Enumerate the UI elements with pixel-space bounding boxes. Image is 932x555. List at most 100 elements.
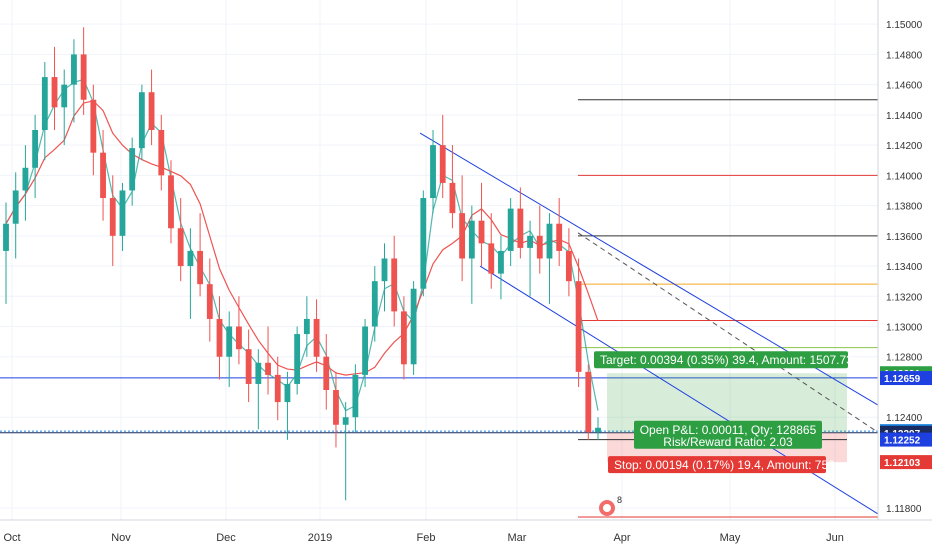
- price-tick-label: 1.13400: [886, 262, 923, 273]
- target-label-box: [594, 351, 848, 369]
- horizontal-levels: [0, 99, 878, 518]
- candle-body: [216, 318, 223, 357]
- candle-body: [119, 190, 126, 236]
- candle-body: [430, 145, 436, 199]
- candle-body: [420, 198, 427, 289]
- candle-body: [22, 167, 29, 191]
- candle-body: [236, 326, 242, 350]
- price-tick-label: 1.15000: [886, 20, 923, 31]
- candle-body: [41, 77, 48, 130]
- candle-body: [12, 190, 19, 224]
- candle-body: [371, 281, 378, 327]
- candle-body: [498, 250, 504, 274]
- candle-body: [71, 54, 77, 85]
- candle-body: [459, 213, 466, 259]
- candle-body: [439, 145, 446, 183]
- candle-body: [284, 383, 291, 403]
- candle-body: [255, 362, 262, 384]
- candle-body: [546, 223, 553, 259]
- candles: [3, 27, 601, 501]
- target-label: Target: 0.00394 (0.35%) 39.4, Amount: 15…: [600, 353, 853, 367]
- candle-body: [80, 54, 87, 100]
- trade-labels: Target: 0.00394 (0.35%) 39.4, Amount: 15…: [594, 351, 853, 516]
- time-tick-label: May: [720, 532, 741, 544]
- price-tick-label: 1.14800: [886, 50, 923, 61]
- candle-body: [245, 349, 252, 384]
- candle-body: [177, 228, 184, 267]
- stop-label-box: [608, 456, 826, 474]
- projection-dashed-line: [577, 232, 879, 433]
- time-tick-label: Feb: [417, 532, 436, 544]
- candle-body: [468, 220, 475, 259]
- candle-body: [129, 148, 136, 191]
- candle-body: [109, 198, 116, 236]
- candle-body: [168, 175, 174, 229]
- candle-body: [51, 77, 58, 108]
- time-tick-label: Oct: [3, 532, 20, 544]
- pnl-label: Open P&L: 0.00011, Qty: 128865: [640, 423, 817, 437]
- price-tag-label: 1.12103: [884, 458, 921, 469]
- time-tick-label: Dec: [216, 532, 236, 544]
- pnl-label-box: [634, 420, 822, 449]
- candle-body: [138, 92, 145, 149]
- candle-body: [274, 374, 281, 403]
- candle-body: [206, 284, 213, 319]
- time-tick-label: 2019: [308, 532, 332, 544]
- candle-body: [488, 243, 495, 274]
- price-tick-label: 1.13200: [886, 292, 923, 303]
- price-tick-label: 1.13800: [886, 202, 923, 213]
- candle-body: [3, 223, 9, 251]
- price-tick-label: 1.13000: [886, 323, 923, 334]
- candle-body: [148, 92, 155, 130]
- time-tick-label: Apr: [613, 532, 630, 544]
- price-tick-label: 1.14000: [886, 171, 923, 182]
- candle-body: [265, 362, 271, 375]
- candle-body: [333, 390, 339, 425]
- candle-body: [381, 258, 388, 282]
- time-tick-label: Nov: [111, 532, 131, 544]
- candle-body: [61, 84, 68, 108]
- grid: [0, 0, 878, 520]
- time-axis-panel: [0, 520, 932, 550]
- event-marker-label: 8: [617, 495, 622, 505]
- risk-reward-label: Risk/Reward Ratio: 2.03: [663, 435, 793, 449]
- candle-body: [556, 223, 563, 251]
- slow-moving-average-line: [5, 100, 599, 376]
- candle-body: [352, 374, 359, 418]
- candle-body: [410, 288, 417, 365]
- candle-body: [391, 258, 398, 312]
- candle-body: [507, 208, 514, 251]
- candle-body: [575, 281, 582, 372]
- candle-body: [313, 318, 320, 357]
- time-tick-label: Mar: [508, 532, 527, 544]
- candle-body: [585, 371, 592, 433]
- price-tag-bg: [880, 455, 932, 470]
- candle-body: [32, 130, 39, 168]
- price-tick-label: 1.11800: [886, 504, 922, 515]
- price-tag-bg: [880, 432, 932, 447]
- candle-body: [478, 220, 485, 244]
- candle-body: [342, 417, 349, 425]
- candle-body: [303, 318, 310, 335]
- candle-body: [517, 208, 524, 248]
- candle-body: [100, 152, 106, 199]
- candle-body: [400, 311, 407, 365]
- candle-body: [536, 235, 543, 259]
- price-tag-label: 1.12659: [884, 374, 921, 385]
- candle-body: [158, 130, 165, 176]
- candle-body: [323, 356, 330, 390]
- price-tick-label: 1.12800: [886, 353, 923, 364]
- candle-body: [595, 427, 601, 433]
- price-tick-label: 1.14400: [886, 111, 923, 122]
- stop-label: Stop: 0.00194 (0.17%) 19.4, Amount: 750: [614, 458, 835, 472]
- candle-body: [187, 250, 194, 267]
- price-tag-bg: [880, 371, 932, 386]
- price-tag-label: 1.12252: [884, 436, 921, 447]
- time-tick-label: Jun: [826, 532, 844, 544]
- candle-body: [197, 250, 204, 285]
- candle-body: [527, 235, 533, 248]
- candle-body: [362, 326, 368, 375]
- candle-body: [90, 99, 97, 153]
